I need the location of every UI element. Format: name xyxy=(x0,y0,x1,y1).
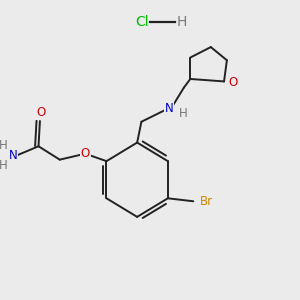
Text: H: H xyxy=(179,107,188,120)
Text: O: O xyxy=(37,106,46,118)
Text: O: O xyxy=(81,147,90,160)
Text: O: O xyxy=(229,76,238,89)
Text: N: N xyxy=(9,149,17,162)
Text: Cl: Cl xyxy=(135,15,148,29)
Text: H: H xyxy=(0,158,8,172)
Text: H: H xyxy=(177,15,187,29)
Text: N: N xyxy=(164,102,173,115)
Text: H: H xyxy=(0,139,8,152)
Text: Br: Br xyxy=(200,195,213,208)
